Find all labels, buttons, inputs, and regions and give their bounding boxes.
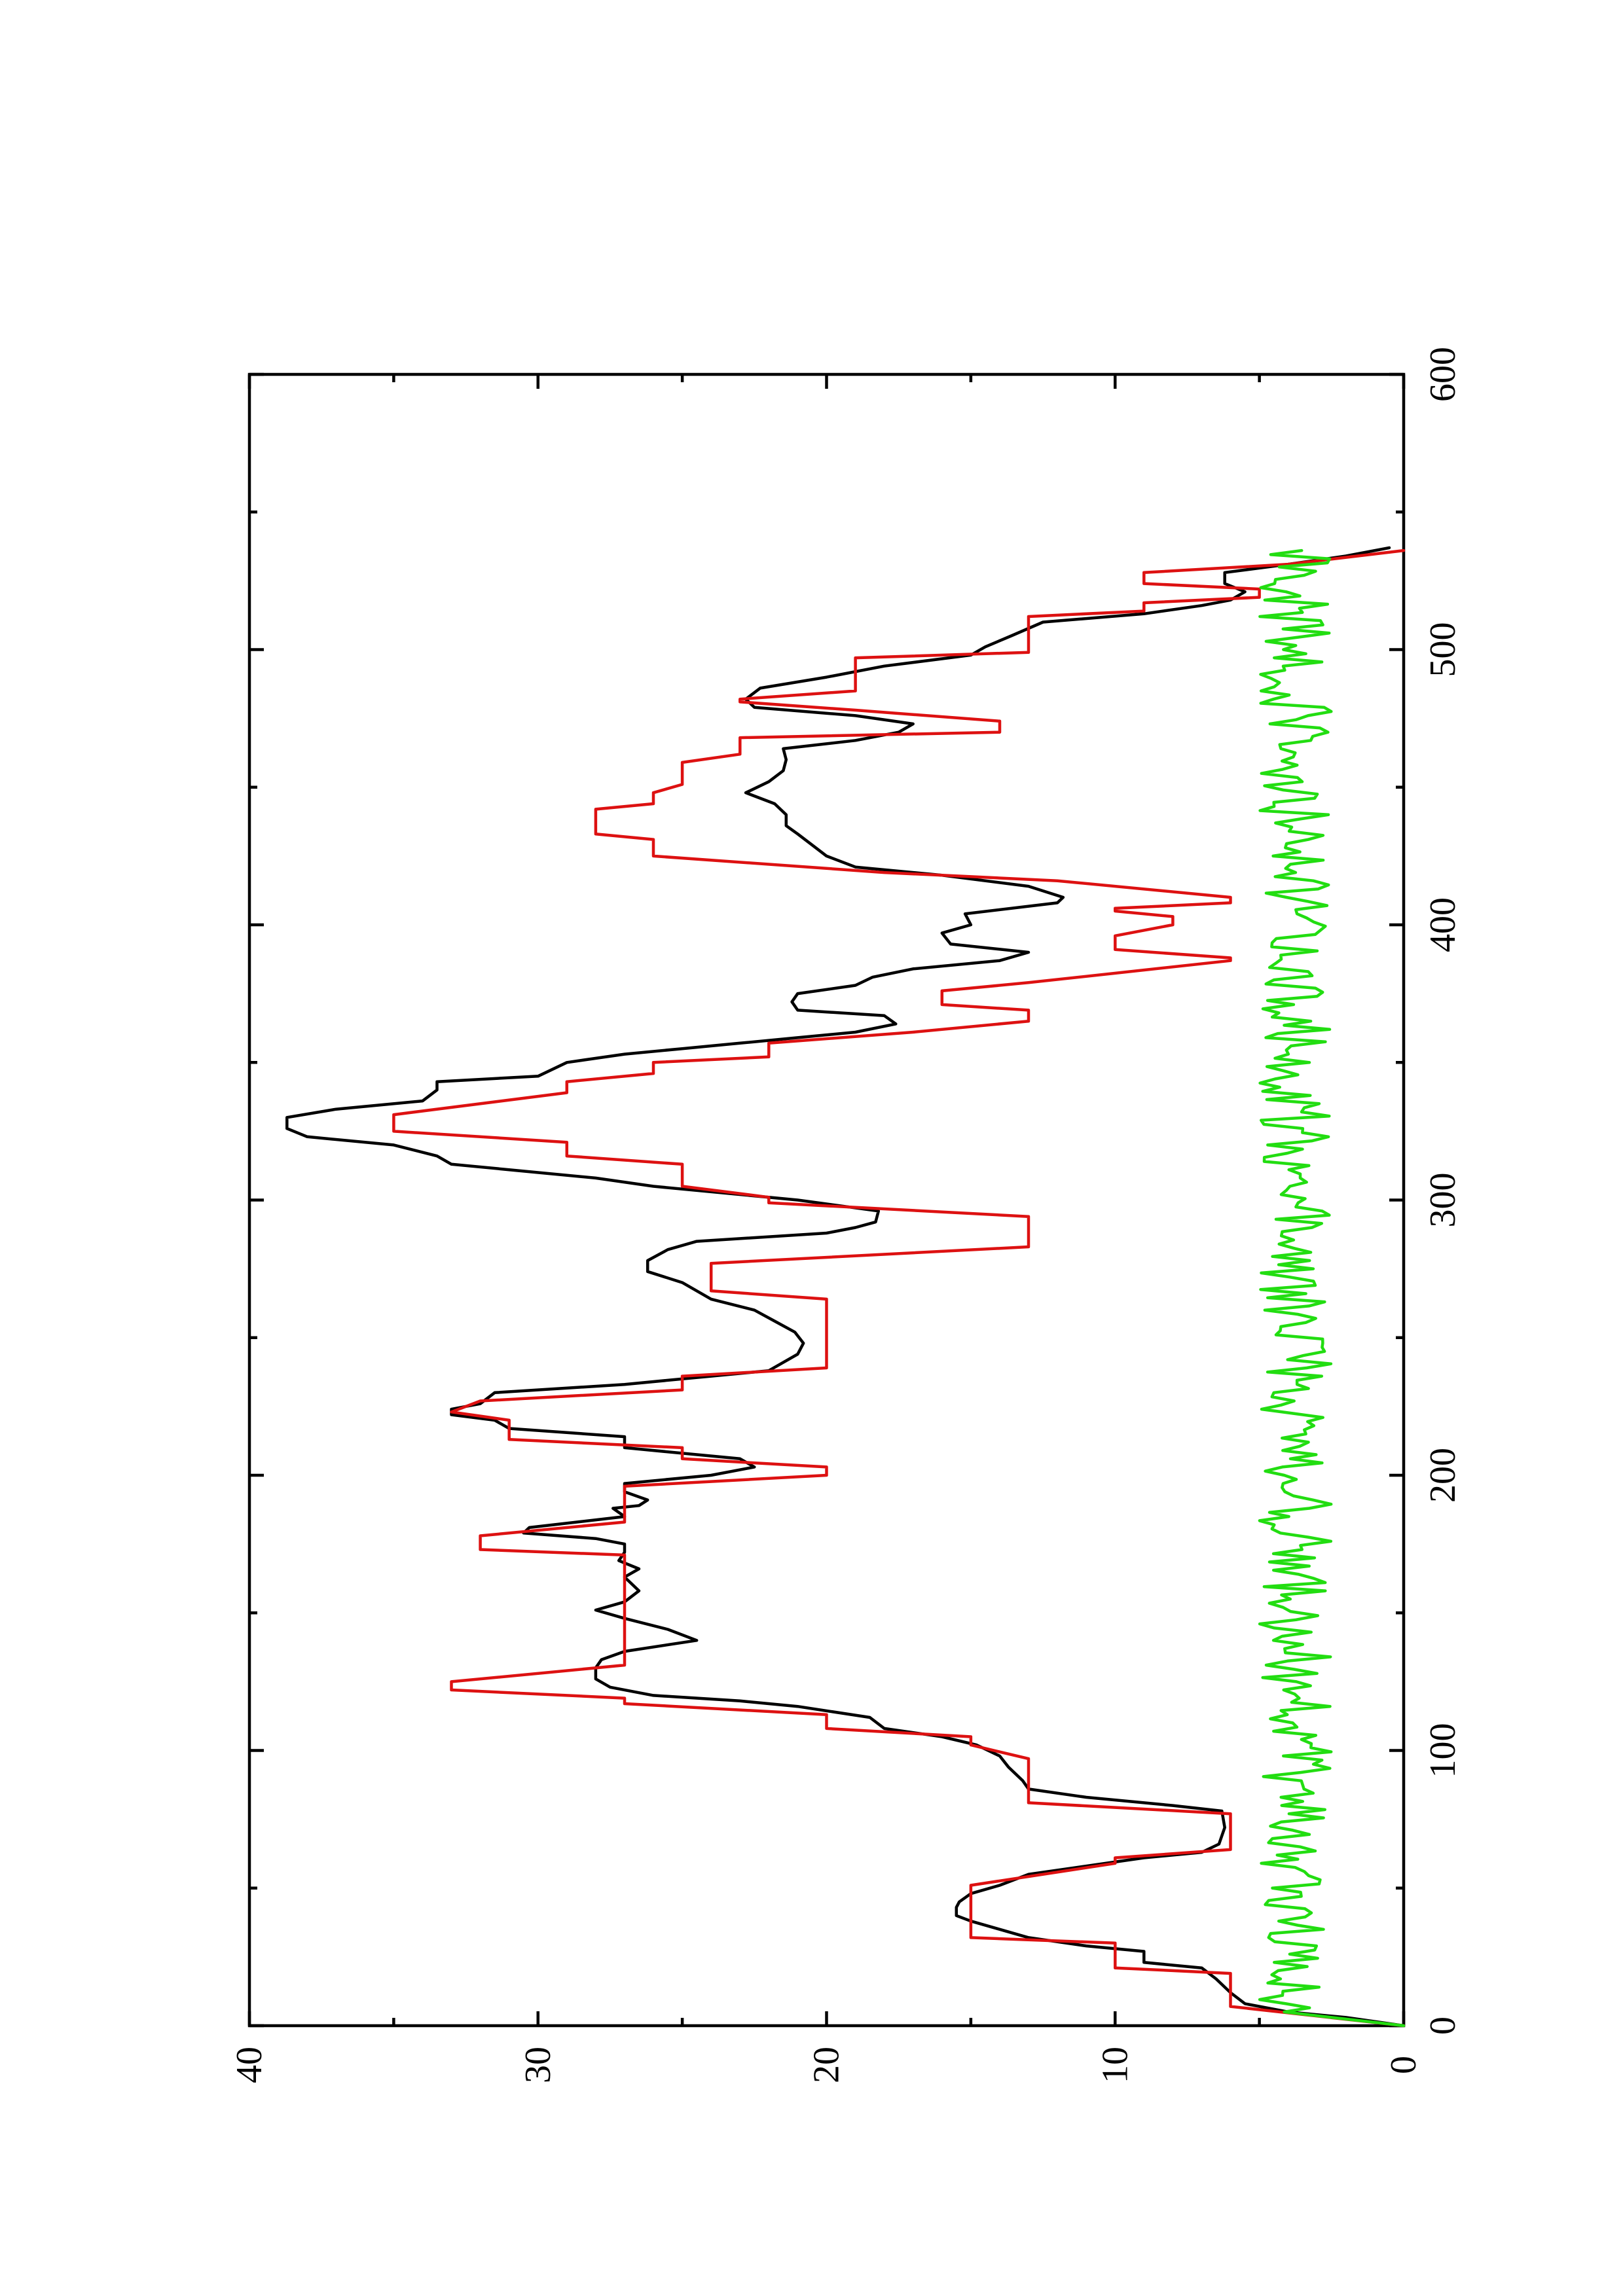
y-tick-label: 30 bbox=[518, 2047, 558, 2083]
series-group bbox=[285, 546, 1406, 2028]
x-tick-label: 500 bbox=[1423, 622, 1463, 677]
x-tick-label: 300 bbox=[1423, 1173, 1463, 1228]
plot-frame bbox=[247, 372, 1406, 2028]
x-tick-label: 100 bbox=[1423, 1723, 1463, 1778]
series-line-2 bbox=[1258, 548, 1406, 2028]
axis-tick-labels: 0 100 200 300 400 500 600 0 10 20 30 40 bbox=[229, 347, 1463, 2083]
series-line-1 bbox=[392, 548, 1406, 2028]
x-tick-label: 600 bbox=[1423, 347, 1463, 402]
axis-ticks bbox=[247, 372, 1406, 2028]
x-tick-label: 200 bbox=[1423, 1448, 1463, 1503]
y-tick-label: 0 bbox=[1383, 2056, 1424, 2074]
x-tick-label: 400 bbox=[1423, 897, 1463, 952]
series-line-0 bbox=[285, 546, 1406, 2028]
y-tick-label: 10 bbox=[1095, 2047, 1135, 2083]
y-tick-label: 20 bbox=[807, 2047, 847, 2083]
y-tick-label: 40 bbox=[229, 2047, 270, 2083]
x-tick-label: 0 bbox=[1423, 2017, 1463, 2035]
